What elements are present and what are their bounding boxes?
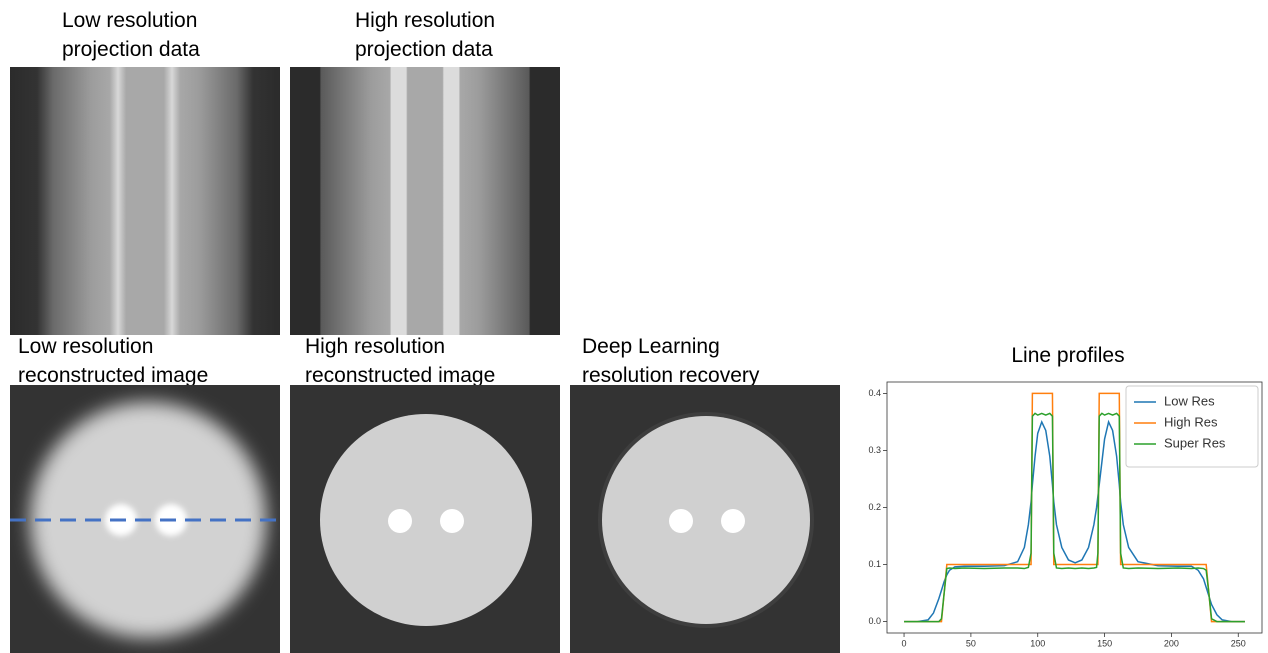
- y-tick-label: 0.1: [868, 559, 881, 569]
- panel-title: Deep Learning: [582, 335, 720, 358]
- line-chart: 0 50 100 150 200 250 0.0 0.1 0.2 0.3 0.4 Low Res Hig…: [868, 382, 1262, 648]
- reconstruction-image: [290, 385, 560, 653]
- x-tick-label: 200: [1164, 638, 1179, 648]
- x-tick-label: 50: [966, 638, 976, 648]
- y-tick-label: 0.4: [868, 388, 881, 398]
- legend-label: High Res: [1164, 414, 1218, 429]
- x-tick-label: 250: [1231, 638, 1246, 648]
- y-tick-label: 0.3: [868, 445, 881, 455]
- projection-image: [10, 67, 280, 335]
- panel-title: resolution recovery: [582, 364, 760, 387]
- x-tick-label: 100: [1030, 638, 1045, 648]
- panel-title: reconstructed image: [305, 364, 495, 387]
- page: {"panels": [ {"title": ["Low resolution"…: [0, 0, 1268, 653]
- panel-title: projection data: [355, 38, 493, 61]
- reconstruction-image: [570, 385, 840, 653]
- x-tick-label: 0: [902, 638, 907, 648]
- panel-title: Low resolution: [18, 335, 153, 358]
- panel-title: High resolution: [355, 9, 495, 32]
- y-tick-label: 0.2: [868, 502, 881, 512]
- panel-title: Low resolution: [62, 9, 197, 32]
- chart-title: Line profiles: [1011, 344, 1124, 367]
- figure: Low resolution projection data High reso…: [0, 0, 1268, 653]
- y-tick-label: 0.0: [868, 616, 881, 626]
- projection-image: [290, 67, 560, 335]
- reconstruction-image: [10, 385, 280, 653]
- legend-label: Low Res: [1164, 393, 1215, 408]
- legend-label: Super Res: [1164, 435, 1226, 450]
- x-tick-label: 150: [1097, 638, 1112, 648]
- panel-title: High resolution: [305, 335, 445, 358]
- panel-title: projection data: [62, 38, 200, 61]
- panel-title: reconstructed image: [18, 364, 208, 387]
